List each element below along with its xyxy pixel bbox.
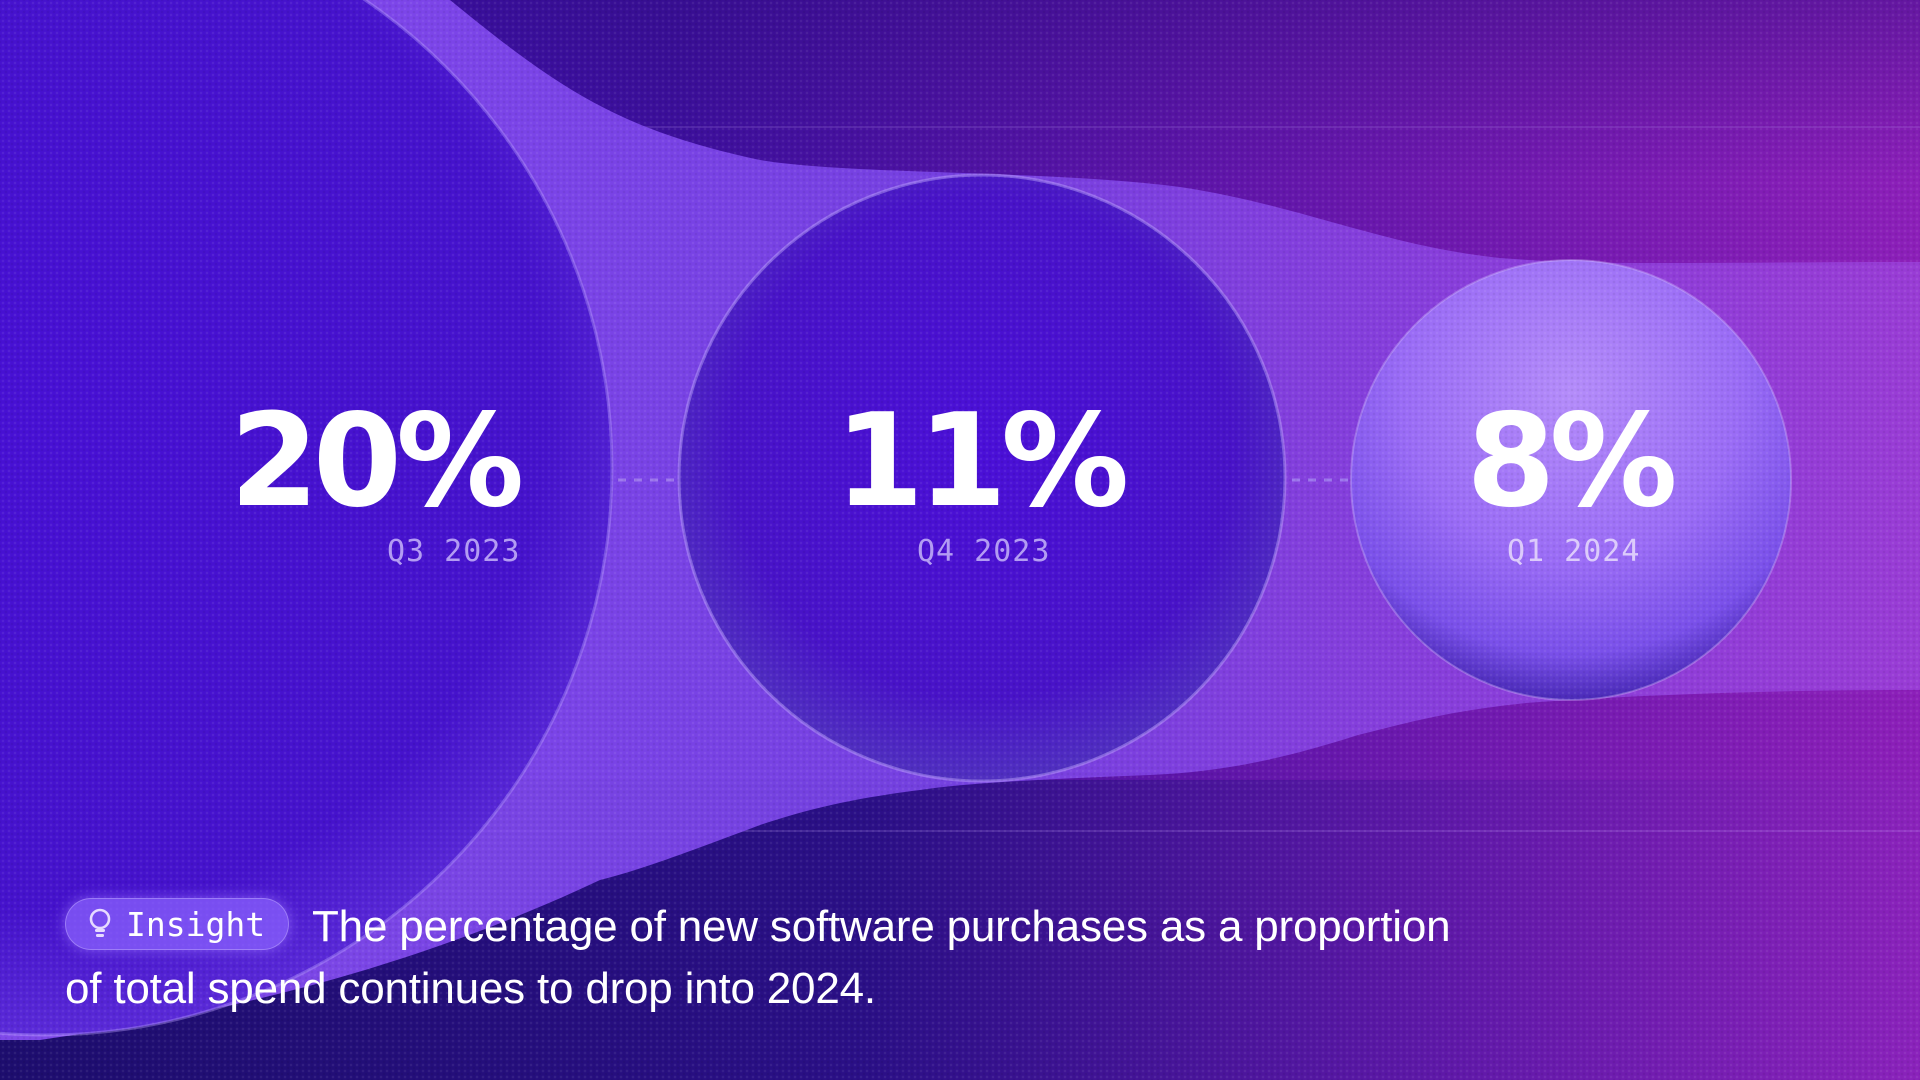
insight-text-line-2: of total spend continues to drop into 20…: [65, 964, 876, 1013]
bubble-q3-2023: [0, 0, 614, 1037]
bubble-period-q3-2023: Q3 2023: [387, 534, 521, 569]
insight-badge-label: Insight: [126, 904, 266, 944]
bubble-value-q3-2023: 20%: [229, 387, 524, 536]
insight-badge: Insight: [65, 898, 289, 950]
bubble-period-q4-2023: Q4 2023: [917, 534, 1051, 569]
insight-text-line-1: The percentage of new software purchases…: [312, 902, 1451, 951]
bubble-q4-2023: [677, 173, 1287, 783]
lightbulb-icon: [89, 908, 111, 937]
bubble-q1-2024: [1350, 259, 1792, 701]
bubble-period-q1-2024: Q1 2024: [1507, 534, 1641, 569]
bubble-value-q1-2024: 8%: [1466, 387, 1677, 536]
bubble-value-q4-2023: 11%: [834, 387, 1129, 536]
